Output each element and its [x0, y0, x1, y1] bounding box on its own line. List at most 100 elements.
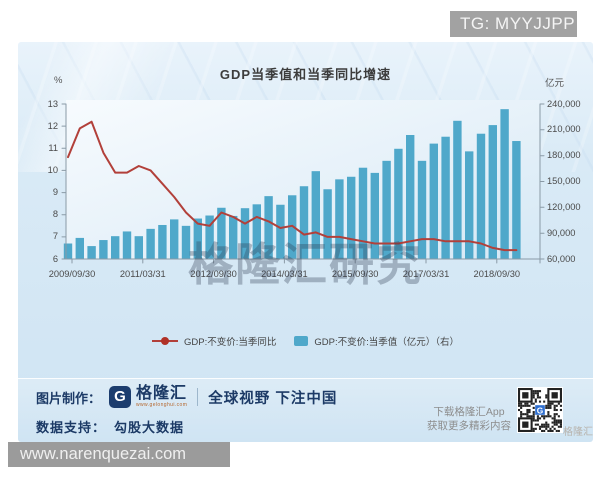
qr-module: [532, 413, 535, 416]
left-tick-7: 7: [52, 231, 58, 242]
qr-module: [543, 400, 546, 403]
qr-module: [536, 392, 539, 395]
gdp-bar-2019/03/31: [512, 141, 521, 259]
qr-module: [549, 429, 552, 432]
legend-line-label: GDP:不变价:当季同比: [184, 337, 277, 348]
qr-module: [528, 404, 531, 407]
qr-module: [532, 415, 535, 418]
x-tick-2011/03/31: 2011/03/31: [119, 269, 166, 279]
qr-module: [557, 425, 560, 428]
qr-module: [534, 390, 537, 393]
line-marker-icon: [152, 337, 178, 345]
qr-module: [557, 402, 560, 405]
qr-module: [555, 421, 558, 424]
gdp-bar-2013/06/30: [240, 208, 250, 259]
gdp-bar-2015/12/31: [358, 167, 368, 259]
gdp-bar-2011/12/31: [170, 219, 179, 259]
legend-bar-label: GDP:不变价:当季值（亿元）（右）: [314, 337, 459, 348]
brand-url: www.gelonghui.com: [136, 402, 188, 408]
production-row: 图片制作： G 格隆汇 www.gelonghui.com 全球视野 下注中国: [36, 386, 337, 408]
qr-module: [555, 408, 558, 412]
gdp-bar-2017/12/31: [453, 120, 462, 260]
qr-module: [532, 427, 535, 430]
qr-module: [543, 425, 546, 428]
qr-module: [532, 429, 535, 432]
gdp-bar-2015/09/30: [347, 176, 356, 259]
qr-module: [559, 419, 562, 422]
qr-module: [522, 392, 529, 399]
bar-marker-icon: [294, 336, 309, 346]
left-tick-10: 10: [47, 164, 58, 175]
qr-module: [534, 427, 537, 430]
qr-code-image: G: [518, 388, 562, 432]
left-tick-11: 11: [48, 142, 58, 153]
qr-module: [547, 429, 550, 432]
qr-module: [551, 402, 554, 405]
qr-module: [532, 419, 535, 422]
left-tick-6: 6: [52, 253, 58, 264]
gdp-bar-2018/09/30: [488, 125, 497, 259]
qr-module: [545, 406, 548, 409]
qr-module: [543, 415, 546, 418]
qr-module: [555, 423, 558, 426]
gdp-bar-2013/12/31: [264, 196, 273, 259]
qr-module: [518, 408, 521, 412]
qr-module: [555, 413, 558, 416]
qr-module: [555, 404, 558, 407]
yoy-line: [67, 120, 518, 252]
legend-item-line: GDP:不变价:当季同比: [152, 334, 276, 348]
gdp-bar-2014/09/30: [299, 186, 309, 259]
card-footer: 图片制作： G 格隆汇 www.gelonghui.com 全球视野 下注中国 …: [18, 378, 593, 442]
qr-module: [534, 419, 537, 422]
left-tick-9: 9: [52, 187, 58, 198]
gdp-bar-2014/03/31: [276, 204, 285, 259]
qr-module: [545, 423, 548, 426]
qr-module: [553, 404, 556, 407]
right-tick-90000: 90,000: [547, 227, 576, 238]
gdp-bar-2011/03/31: [134, 236, 143, 259]
chart-card: GDP当季值和当季同比增速 % 亿元 6 7 8 9 10 11 12 13 60,000 90,…: [18, 42, 593, 442]
qr-module: [532, 417, 535, 420]
gdp-bar-2013/03/31: [229, 215, 238, 259]
gdp-bar-2017/09/30: [441, 136, 450, 259]
qr-module: [553, 427, 556, 430]
qr-module: [547, 411, 550, 414]
qr-module: [536, 394, 539, 397]
card-texture: [18, 42, 593, 172]
qr-code: G: [517, 387, 563, 433]
gdp-bar-2014/12/31: [311, 171, 320, 259]
qr-module: [547, 402, 550, 405]
plot-background: [66, 100, 540, 259]
qr-module: [549, 415, 552, 418]
x-tick-2017/03/31: 2017/03/31: [402, 269, 450, 279]
gdp-bar-2010/06/30: [99, 240, 108, 259]
qr-module: [526, 413, 529, 416]
qr-module: [522, 404, 525, 407]
qr-module: [520, 411, 523, 414]
qr-module: [545, 404, 548, 407]
qr-module: [528, 408, 531, 412]
right-tick-150000: 150,000: [547, 176, 581, 186]
qr-module: [520, 415, 523, 418]
left-tick-8: 8: [52, 209, 58, 220]
qr-module: [536, 423, 539, 426]
gdp-bar-2017/06/30: [429, 143, 438, 259]
qr-module: [526, 408, 529, 412]
qr-module: [532, 411, 535, 414]
qr-module: [559, 408, 562, 412]
qr-module: [532, 402, 535, 405]
qr-module: [534, 400, 537, 403]
x-tick-2018/09/30: 2018/09/30: [473, 269, 521, 279]
qr-module: [524, 404, 527, 407]
qr-module: [545, 394, 548, 397]
qr-module: [534, 392, 537, 395]
qr-module: [549, 402, 552, 405]
gdp-bar-2011/06/30: [146, 228, 155, 259]
qr-module: [545, 425, 548, 428]
qr-module: [520, 402, 523, 405]
qr-center-logo: G: [537, 406, 544, 416]
telegram-watermark: TG: MYYJJPP: [450, 11, 577, 37]
qr-module: [547, 406, 550, 409]
qr-module: [549, 427, 552, 430]
